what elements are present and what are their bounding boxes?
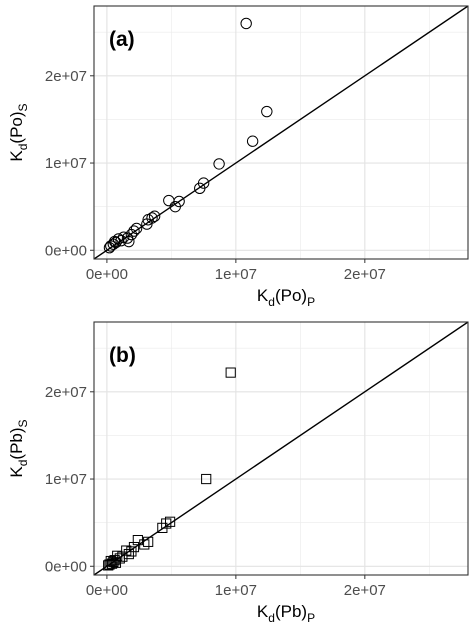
data-point xyxy=(157,522,168,533)
data-point xyxy=(105,240,117,252)
data-point xyxy=(194,182,206,195)
data-point xyxy=(121,545,132,556)
data-point xyxy=(123,235,135,248)
x-tick-label: 0e+00 xyxy=(86,266,128,283)
panel-a: 0e+00 1e+07 2e+070e+001e+072e+07(a)Kd(Po)P… xyxy=(7,5,469,309)
x-axis-title-main: K xyxy=(257,602,269,621)
y-tick-label: 2e+07 xyxy=(45,68,87,85)
y-axis-title: Kd(Po)S xyxy=(7,103,30,161)
x-axis-title-mid: (Pb) xyxy=(275,602,307,621)
y-axis-title-sub: S xyxy=(16,103,30,111)
data-point xyxy=(225,367,236,378)
x-axis-title-sub: d xyxy=(268,611,275,625)
data-point xyxy=(148,210,161,222)
data-point xyxy=(246,135,259,147)
data-point xyxy=(164,516,176,527)
y-axis-title-mid: (Pb) xyxy=(7,427,26,459)
x-tick-label: 1e+07 xyxy=(215,266,257,283)
reference-line xyxy=(94,6,468,259)
panel-border xyxy=(93,321,469,576)
y-axis-title-sub: S xyxy=(16,419,30,427)
data-point xyxy=(141,218,153,230)
data-point xyxy=(142,214,154,226)
x-axis-title-sub: P xyxy=(307,295,315,309)
x-axis-title-sub: P xyxy=(307,611,315,625)
data-point xyxy=(128,225,140,237)
data-point xyxy=(115,234,127,247)
x-axis-title-main: K xyxy=(257,286,269,305)
data-point xyxy=(108,235,121,248)
panel-label: (a) xyxy=(109,28,135,51)
data-point xyxy=(110,557,122,568)
data-point xyxy=(125,228,138,241)
y-tick-label: 0e+00 xyxy=(45,242,87,259)
y-axis-title: Kd(Pb)S xyxy=(7,419,30,477)
data-point xyxy=(104,559,115,570)
data-point xyxy=(107,238,120,250)
data-point xyxy=(169,200,181,213)
y-tick-label: 1e+07 xyxy=(45,471,87,488)
y-tick-label: 1e+07 xyxy=(45,155,87,172)
data-point xyxy=(163,194,175,207)
data-point xyxy=(106,558,118,569)
x-tick-label: 1e+07 xyxy=(215,582,257,599)
x-tick-label: 2e+07 xyxy=(344,266,386,283)
panel-label: (b) xyxy=(109,344,136,367)
y-tick-label: 2e+07 xyxy=(45,384,87,401)
y-axis-title-main: K xyxy=(7,466,26,478)
data-point xyxy=(261,105,273,118)
data-point xyxy=(103,560,114,571)
y-tick-label: 0e+00 xyxy=(45,558,87,575)
data-point xyxy=(213,158,225,170)
data-point xyxy=(143,536,154,547)
x-axis-title: Kd(Po)P xyxy=(257,286,315,309)
data-point xyxy=(117,551,128,562)
x-axis-title: Kd(Pb)P xyxy=(257,602,315,625)
x-axis-title-sub: d xyxy=(268,295,275,309)
data-point xyxy=(108,556,119,568)
data-point xyxy=(240,17,252,30)
y-axis-title-sub: d xyxy=(16,144,30,151)
panel-border xyxy=(93,5,469,260)
y-axis-title-main: K xyxy=(7,150,26,162)
y-axis-title-sub: d xyxy=(16,460,30,467)
panel-b: 0e+00 1e+07 2e+070e+001e+072e+07(b)Kd(Pb)P… xyxy=(7,321,469,625)
y-axis-title-mid: (Po) xyxy=(7,111,26,143)
data-point xyxy=(126,546,137,557)
x-tick-label: 0e+00 xyxy=(86,582,128,599)
data-point xyxy=(132,535,143,546)
data-point xyxy=(201,473,212,485)
x-tick-label: 2e+07 xyxy=(344,582,386,599)
x-axis-title-mid: (Po) xyxy=(275,286,307,305)
reference-line xyxy=(94,322,468,575)
